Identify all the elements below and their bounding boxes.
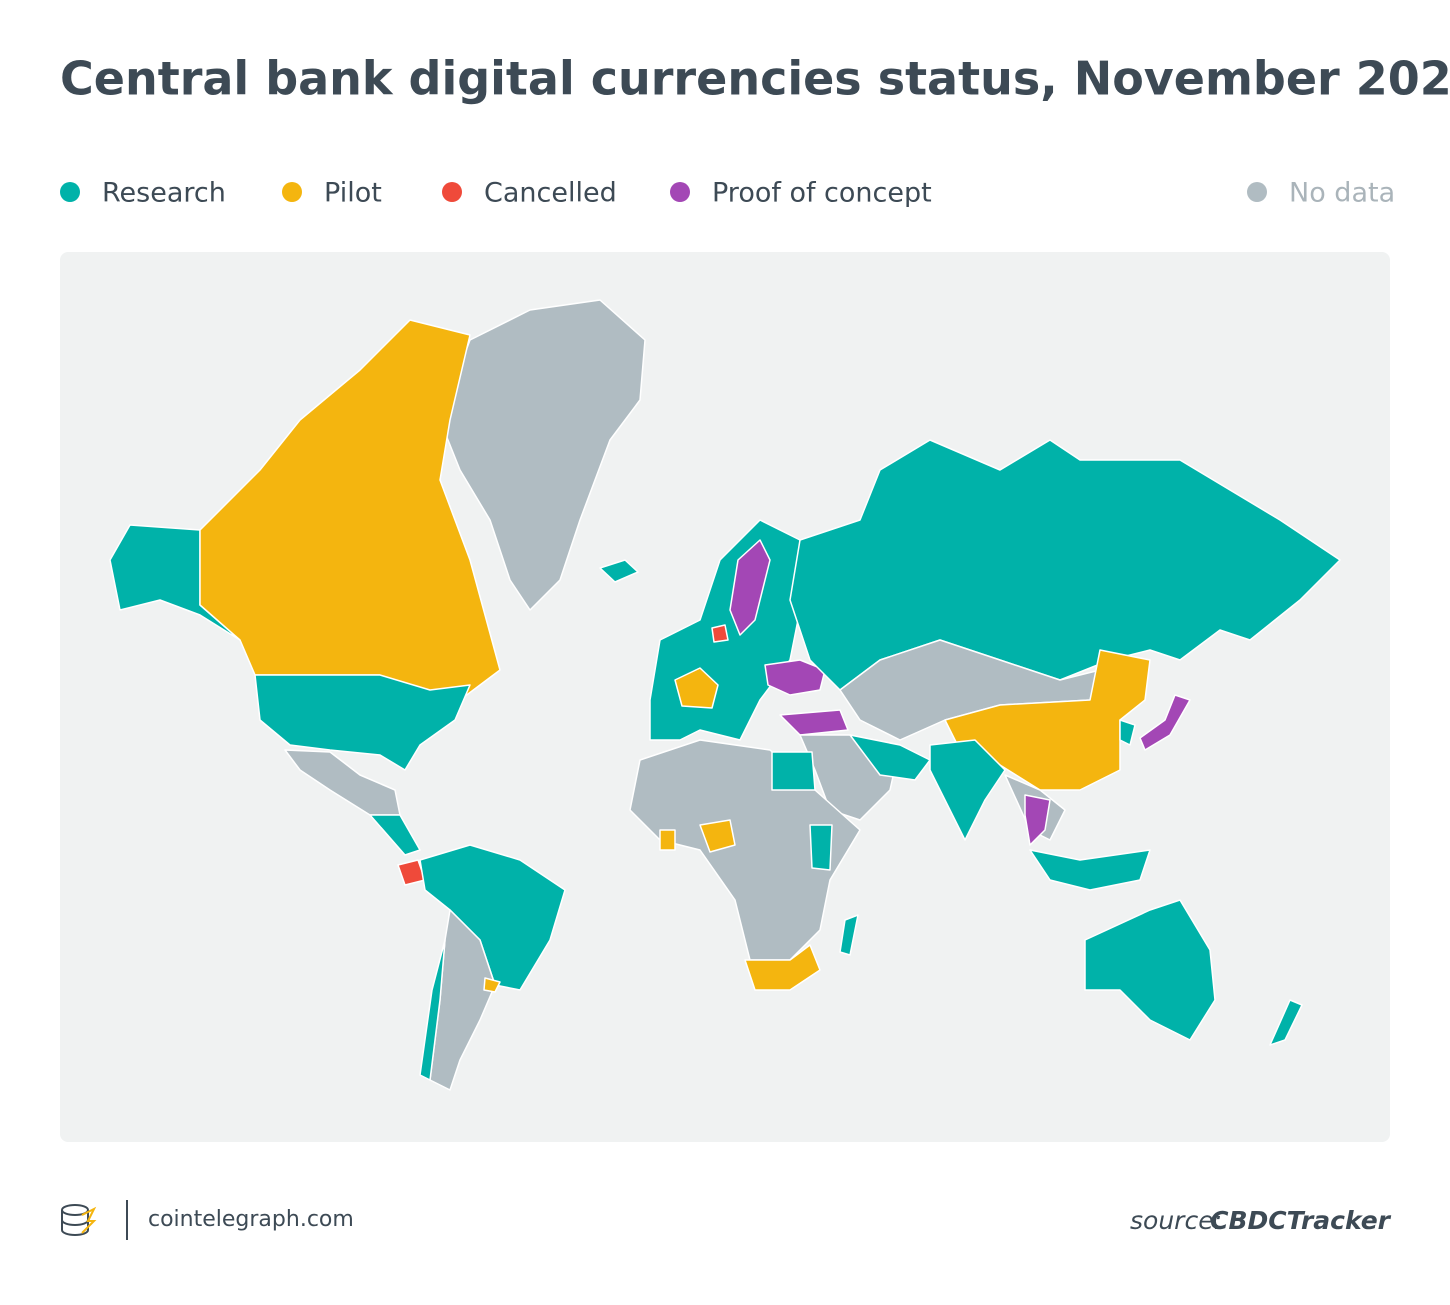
uruguay xyxy=(483,977,501,993)
legend-label: Research xyxy=(102,178,226,209)
iceland xyxy=(599,559,639,583)
legend-label: No data xyxy=(1289,178,1395,209)
chile xyxy=(419,939,446,1081)
southeast-asia xyxy=(1029,849,1151,891)
australia xyxy=(1084,899,1216,1041)
legend-dot xyxy=(1247,182,1267,202)
legend-label: Pilot xyxy=(324,178,382,209)
legend-dot xyxy=(442,182,462,202)
kenya xyxy=(809,824,833,871)
legend-dot xyxy=(282,182,302,202)
new-zealand xyxy=(1269,999,1303,1046)
legend-dot xyxy=(60,182,80,202)
iran xyxy=(849,734,931,781)
site: cointelegraph.com xyxy=(148,1207,354,1232)
usa xyxy=(254,674,471,771)
logo xyxy=(61,1204,97,1236)
denmark xyxy=(711,624,729,643)
madagascar xyxy=(839,914,859,956)
turkey xyxy=(779,709,849,736)
egypt xyxy=(771,751,816,791)
ghana xyxy=(659,829,676,851)
legend-label: Cancelled xyxy=(484,178,617,209)
france xyxy=(674,667,719,709)
south-africa xyxy=(744,944,821,991)
greenland xyxy=(439,299,646,611)
central-america xyxy=(369,814,421,856)
source: CBDCTracker xyxy=(1210,1206,1392,1235)
title: Central bank digital currencies status, … xyxy=(60,52,1450,106)
legend-dot xyxy=(670,182,690,202)
ukraine xyxy=(764,659,826,696)
legend: Research Pilot Cancelled Proof of concept No… xyxy=(60,178,1395,209)
legend-label: Proof of concept xyxy=(712,178,932,209)
korea xyxy=(1119,719,1136,746)
world-map xyxy=(109,299,1341,1091)
source-prefix: source: xyxy=(1130,1206,1222,1235)
brazil xyxy=(419,844,566,991)
canada xyxy=(199,319,501,701)
japan xyxy=(1139,694,1191,751)
india xyxy=(929,739,1006,841)
nigeria xyxy=(699,819,736,853)
sweden xyxy=(729,539,771,636)
thailand xyxy=(1024,794,1051,846)
